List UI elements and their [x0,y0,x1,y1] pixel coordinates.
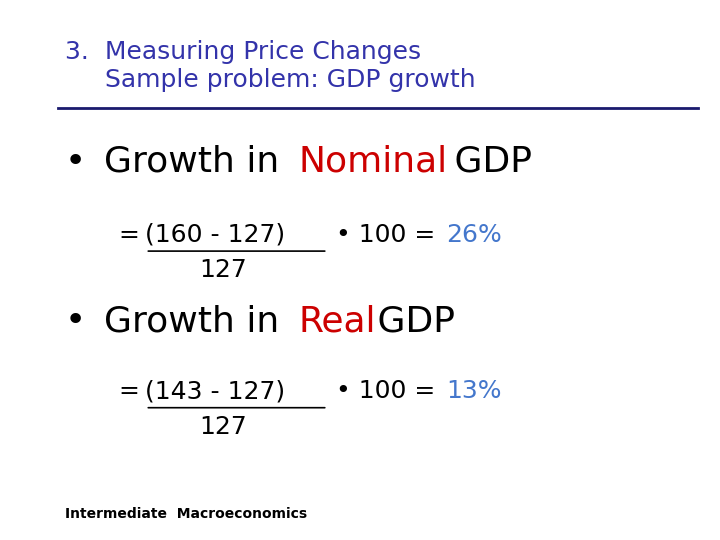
Text: Sample problem: GDP growth: Sample problem: GDP growth [65,68,475,91]
Text: Growth in: Growth in [104,305,291,338]
Text: • 100 =: • 100 = [328,223,443,247]
Text: 26%: 26% [446,223,502,247]
Text: (160 - 127): (160 - 127) [145,223,286,247]
Text: =: = [119,223,148,247]
Text: =: = [119,380,148,403]
Text: (143 - 127): (143 - 127) [145,380,286,403]
Text: Real: Real [299,305,377,338]
Text: 3.  Measuring Price Changes: 3. Measuring Price Changes [65,40,421,64]
Text: • 100 =: • 100 = [328,380,443,403]
Text: GDP: GDP [443,145,532,179]
Text: GDP: GDP [366,305,455,338]
Text: 127: 127 [199,415,247,438]
Text: •: • [65,145,86,179]
Text: 127: 127 [199,258,247,282]
Text: 13%: 13% [446,380,502,403]
Text: •: • [65,305,86,338]
Text: Growth in: Growth in [104,145,291,179]
Text: Intermediate  Macroeconomics: Intermediate Macroeconomics [65,507,307,521]
Text: Nominal: Nominal [299,145,448,179]
